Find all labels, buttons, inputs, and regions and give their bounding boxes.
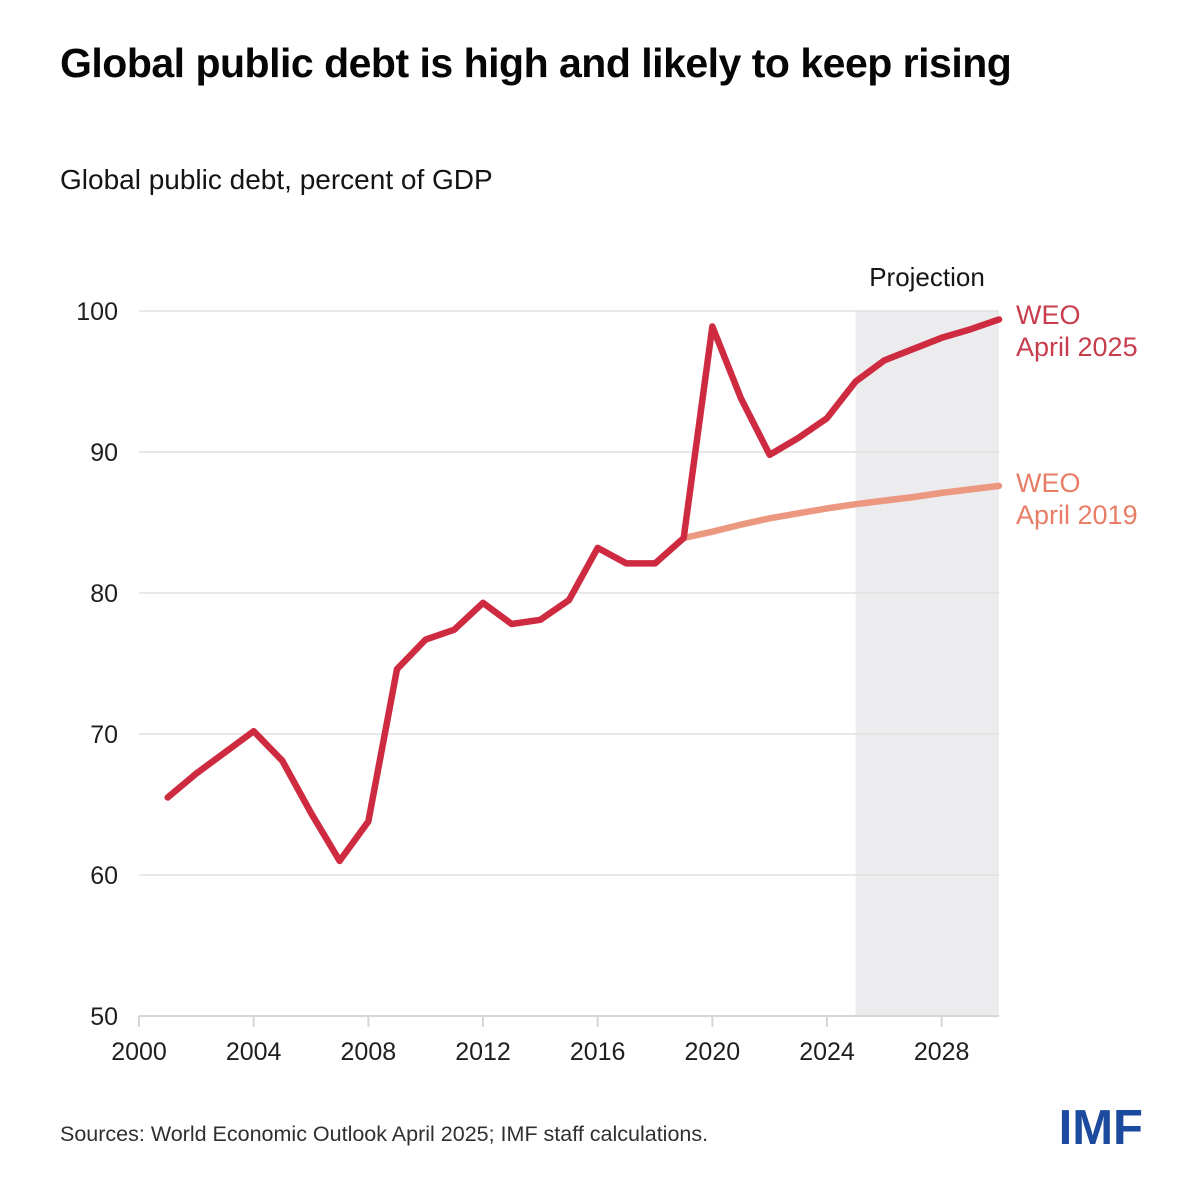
y-tick-label: 100 [76, 298, 118, 326]
x-tick-label: 2020 [685, 1038, 741, 1066]
imf-logo: IMF [1058, 1101, 1143, 1155]
legend-weo-2019-line1: WEO [1016, 468, 1081, 498]
x-tick-label: 2024 [799, 1038, 855, 1066]
legend-weo-2019: WEO April 2019 [1016, 468, 1186, 531]
sources-note: Sources: World Economic Outlook April 20… [60, 1122, 709, 1146]
series-line-weo-april-2025 [164, 316, 1003, 865]
y-tick-label: 60 [90, 862, 118, 890]
x-tick-label: 2008 [341, 1038, 397, 1066]
legend-weo-2019-line2: April 2019 [1016, 499, 1138, 530]
legend-weo-2025-line2: April 2025 [1016, 331, 1138, 362]
y-tick-label: 70 [90, 721, 118, 749]
page-title: Global public debt is high and likely to… [60, 40, 1012, 86]
x-tick-label: 2016 [570, 1038, 626, 1066]
y-tick-label: 80 [90, 580, 118, 608]
projection-label: Projection [869, 262, 985, 292]
legend-weo-2025: WEO April 2025 [1016, 300, 1186, 363]
series-line-weo-april-2019 [680, 482, 1003, 542]
x-tick-label: 2012 [455, 1038, 511, 1066]
projection-band [855, 311, 999, 1016]
x-tick-label: 2000 [111, 1038, 167, 1066]
y-tick-label: 90 [90, 439, 118, 467]
legend-weo-2025-line1: WEO [1016, 300, 1081, 330]
chart-subtitle: Global public debt, percent of GDP [60, 164, 493, 195]
x-tick-label: 2004 [226, 1038, 282, 1066]
y-tick-label: 50 [90, 1003, 118, 1031]
x-tick-label: 2028 [914, 1038, 970, 1066]
